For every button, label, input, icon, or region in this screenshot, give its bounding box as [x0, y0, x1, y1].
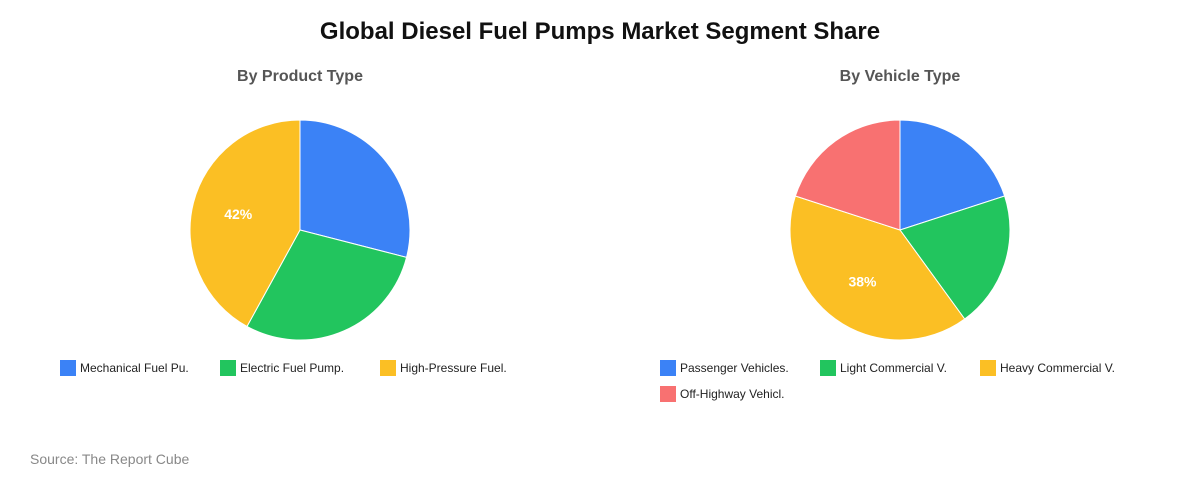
legend-item-light-commercial-v[interactable]: Light Commercial V. [820, 360, 947, 376]
legend-swatch [660, 386, 676, 402]
legend-label: Light Commercial V. [840, 361, 947, 375]
legend-item-high-pressure-fuel[interactable]: High-Pressure Fuel. [380, 360, 507, 376]
pie-data-label: 42% [224, 206, 253, 222]
vehicle-type-chart: By Vehicle Type 38% Passenger Vehicles. L… [600, 60, 1200, 420]
pie-slice-heavy-commercial-v [789, 195, 966, 341]
legend-item-passenger-vehicles[interactable]: Passenger Vehicles. [660, 360, 789, 376]
legend-label: Electric Fuel Pump. [240, 361, 345, 375]
vehicle-type-chart-title: By Vehicle Type [839, 68, 961, 85]
pie-slice-passenger-vehicles [899, 119, 1006, 231]
legend-label: High-Pressure Fuel. [400, 361, 507, 375]
pie-data-label: 38% [848, 274, 877, 290]
vehicle-type-pie: 38% [789, 119, 1011, 341]
product-type-chart-title: By Product Type [237, 68, 363, 85]
page-title: Global Diesel Fuel Pumps Market Segment … [319, 18, 881, 45]
legend-label: Passenger Vehicles. [680, 361, 789, 375]
legend-label: Heavy Commercial V. [1000, 361, 1115, 375]
legend-swatch [980, 360, 996, 376]
legend-swatch [380, 360, 396, 376]
product-type-pie: 42% [189, 119, 411, 341]
legend-swatch [220, 360, 236, 376]
pie-slice-mechanical-fuel-pu [299, 119, 411, 258]
legend-label: Off-Highway Vehicl. [680, 387, 785, 401]
product-type-chart: By Product Type 42% Mechanical Fuel Pu. E… [0, 60, 600, 420]
legend-item-mechanical-fuel-pu[interactable]: Mechanical Fuel Pu. [60, 360, 189, 376]
legend-swatch [820, 360, 836, 376]
source-note: Source: The Report Cube [30, 451, 190, 467]
pie-slice-light-commercial-v [899, 195, 1011, 320]
pie-slice-off-highway-vehicl [794, 119, 901, 231]
legend-swatch [660, 360, 676, 376]
legend-swatch [60, 360, 76, 376]
legend-item-off-highway-vehicl[interactable]: Off-Highway Vehicl. [660, 386, 785, 402]
legend-label: Mechanical Fuel Pu. [80, 361, 189, 375]
legend-item-electric-fuel-pump[interactable]: Electric Fuel Pump. [220, 360, 344, 376]
legend-item-heavy-commercial-v[interactable]: Heavy Commercial V. [980, 360, 1115, 376]
pie-slice-high-pressure-fuel [189, 119, 301, 328]
pie-slice-electric-fuel-pump [246, 229, 408, 341]
